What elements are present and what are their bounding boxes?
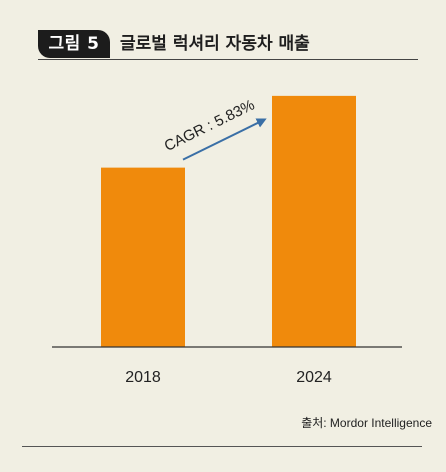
footer-divider bbox=[22, 446, 422, 447]
bar-2018 bbox=[101, 167, 185, 347]
bar-2024 bbox=[272, 95, 356, 347]
source-note: 출처: Mordor Intelligence bbox=[301, 416, 432, 430]
x-tick-label: 2024 bbox=[296, 369, 332, 386]
figure-header: 그림 5 글로벌 럭셔리 자동차 매출 bbox=[38, 28, 418, 62]
header-divider bbox=[38, 59, 418, 60]
figure-number-badge: 그림 5 bbox=[38, 30, 110, 58]
chart-title: 글로벌 럭셔리 자동차 매출 bbox=[120, 34, 310, 54]
cagr-arrow bbox=[182, 118, 267, 161]
x-tick-label: 2018 bbox=[125, 369, 161, 386]
